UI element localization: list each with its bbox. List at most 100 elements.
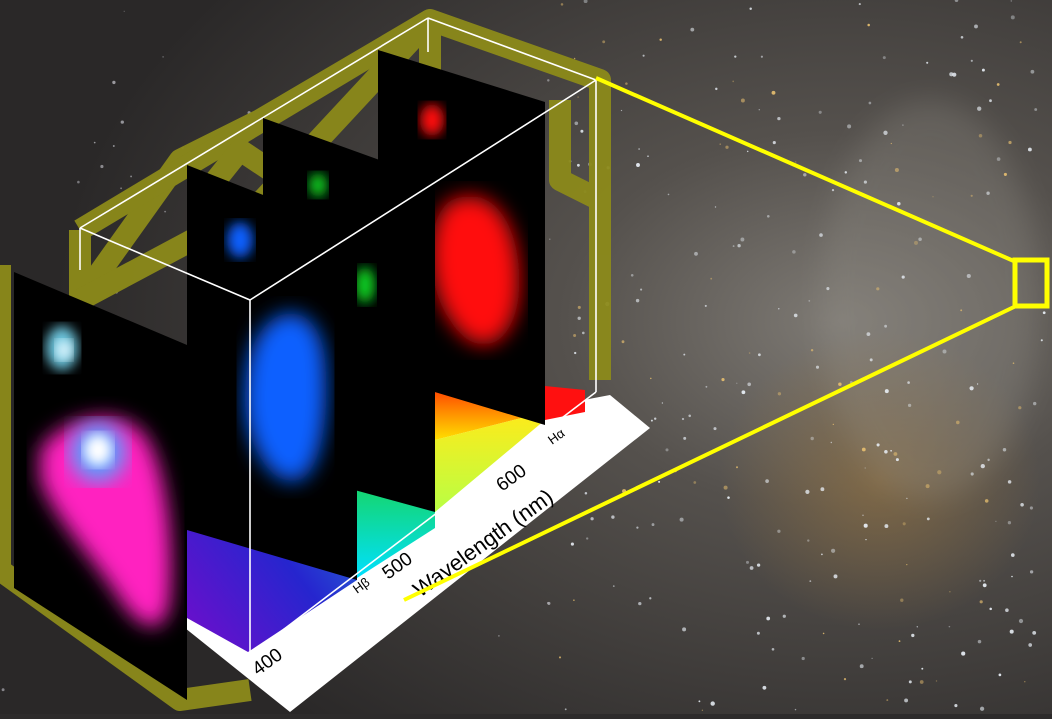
cube-wireframe-front [79,79,597,656]
star [736,466,738,469]
star [907,403,912,408]
star [801,656,805,661]
star [809,580,812,582]
star [740,98,745,103]
star [1007,480,1012,484]
star [658,480,661,483]
star [935,680,938,682]
star [638,148,640,150]
star [586,537,589,540]
star [978,134,983,138]
star [714,206,717,208]
star [583,0,588,4]
star [573,334,577,337]
star [830,548,836,553]
star [815,365,820,369]
star [725,145,729,149]
star [1012,362,1015,365]
star [549,238,551,240]
star [984,499,989,503]
star [732,245,735,248]
star [576,163,580,167]
star [925,484,930,489]
star [602,40,606,44]
star [640,288,643,291]
star [782,614,786,618]
star [1007,521,1012,525]
star [736,382,738,384]
star [698,700,701,703]
star [869,358,873,362]
star [574,351,577,355]
star [688,414,691,418]
star [884,450,888,454]
star [777,392,782,396]
star [100,164,104,169]
star [734,55,737,58]
star [123,10,125,12]
star [918,237,922,241]
star [1032,630,1037,635]
star [683,353,686,356]
star [636,163,640,167]
star [573,599,575,601]
star [630,273,634,277]
star [701,709,704,711]
star [867,23,870,27]
star [649,597,652,600]
star [651,523,655,527]
star [1009,629,1014,634]
star [821,553,823,556]
star [960,309,963,312]
star [876,287,880,291]
slice-composite [14,272,187,700]
star [621,340,625,344]
star [636,526,639,529]
star [982,583,987,588]
star [884,324,887,328]
star [826,287,830,291]
star [547,602,549,604]
star [948,625,951,628]
star [833,574,838,579]
star [766,616,771,621]
star [564,708,567,711]
star [771,90,776,95]
star [661,402,664,404]
star [908,680,912,684]
star [681,417,685,421]
star [1029,570,1034,574]
star [987,458,990,462]
star [547,79,550,82]
star [1018,618,1024,624]
star [977,383,979,385]
star [831,188,835,192]
cube-wireframe-back [79,17,597,392]
star [893,452,898,456]
star [679,517,684,522]
star [777,529,781,533]
star [1005,608,1009,612]
star [120,187,123,190]
star [956,420,960,425]
star [693,481,697,484]
star [906,563,908,566]
star [612,585,615,587]
star [970,59,973,62]
star [1010,553,1015,557]
star [694,251,698,256]
star [921,667,924,670]
star [818,110,822,114]
star [590,517,594,521]
star [832,423,834,426]
zoom-indicator [403,76,1050,602]
star [819,233,823,237]
star [665,448,669,452]
star [969,386,974,391]
star [810,348,814,352]
star [795,161,797,163]
star [756,631,760,635]
star [498,635,500,637]
star [570,542,574,546]
